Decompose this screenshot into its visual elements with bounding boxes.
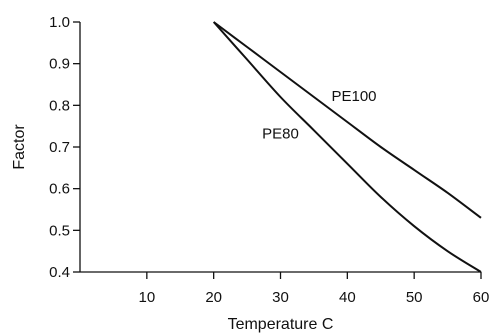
y-tick-label: 0.8 <box>49 97 70 114</box>
y-tick-label: 1.0 <box>49 14 70 31</box>
x-tick-label: 50 <box>406 289 423 306</box>
y-tick-label: 0.4 <box>49 264 70 281</box>
y-tick-label: 0.6 <box>49 181 70 198</box>
y-axis-label: Factor <box>11 124 28 170</box>
x-tick-label: 20 <box>205 289 222 306</box>
chart-labels: Temperature C Factor <box>11 124 333 333</box>
series-lines: PE100 PE80 <box>212 21 482 273</box>
x-axis-label: Temperature C <box>228 316 334 333</box>
x-tick-label: 40 <box>339 289 356 306</box>
x-tick-label: 30 <box>272 289 289 306</box>
series-label-pe80: PE80 <box>262 126 299 143</box>
axes: 0.4 0.5 0.6 0.7 0.8 0.9 1.0 10 20 30 40 50 60 <box>49 14 489 306</box>
x-tick-label: 10 <box>138 289 155 306</box>
y-tick-label: 0.7 <box>49 139 70 156</box>
x-tick-label: 60 <box>473 289 490 306</box>
series-line-pe100 <box>213 21 482 219</box>
y-tick-label: 0.9 <box>49 56 70 73</box>
y-tick-label: 0.5 <box>49 222 70 239</box>
series-label-pe100: PE100 <box>331 88 376 105</box>
series-line-pe80 <box>212 21 482 273</box>
